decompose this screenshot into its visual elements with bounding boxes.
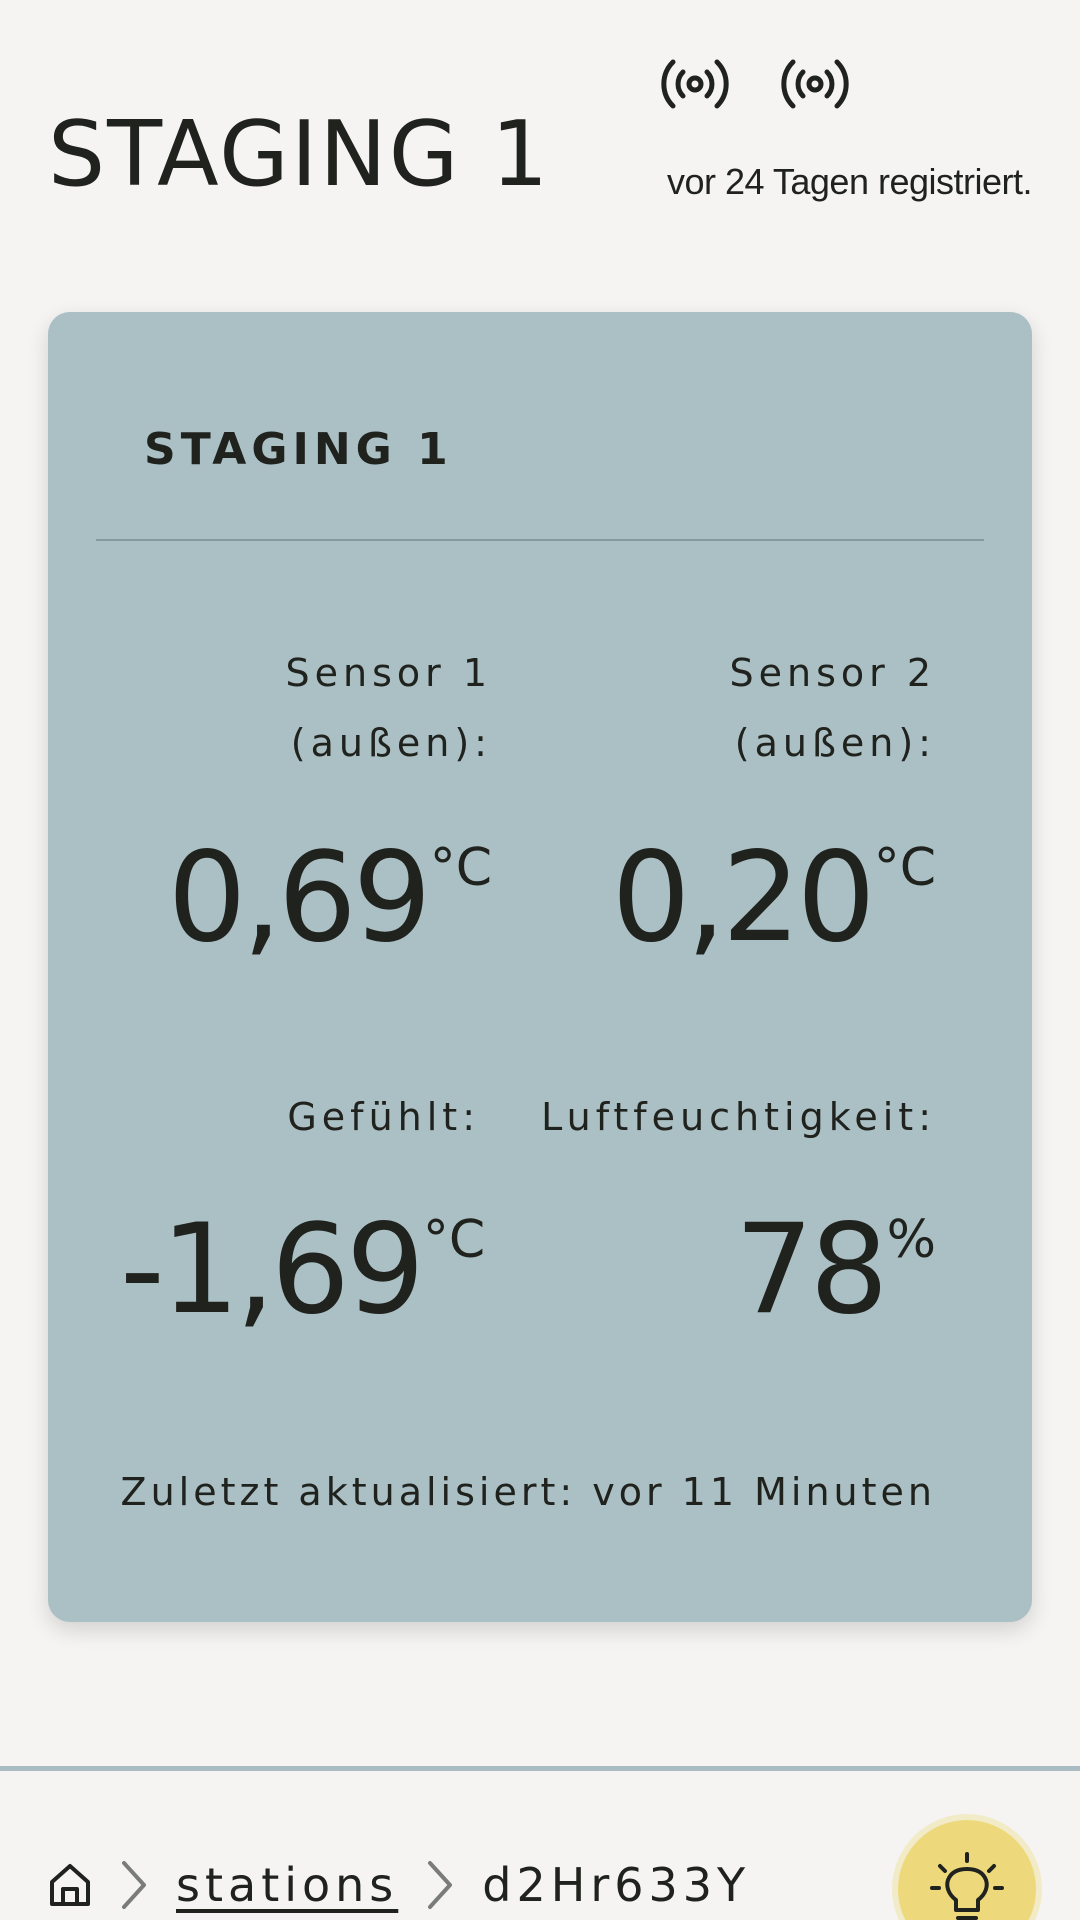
sensor-1-unit: °C <box>429 838 492 898</box>
lightbulb-icon <box>928 1850 1006 1920</box>
radio-signal-icon <box>660 56 730 112</box>
home-icon[interactable] <box>48 1862 92 1908</box>
breadcrumb-link-stations[interactable]: stations <box>176 1858 399 1912</box>
sensor-2-value-row: 0,20°C <box>576 828 936 968</box>
humidity-value: 78 <box>734 1198 889 1342</box>
chevron-right-icon <box>422 1859 458 1911</box>
sensor-2-unit: °C <box>873 838 936 898</box>
chevron-right-icon <box>116 1859 152 1911</box>
last-updated-text: Zuletzt aktualisiert: vor 11 Minuten <box>120 1470 936 1514</box>
sensor-2-label: Sensor 2 <box>729 651 936 695</box>
sensor-1-metric: Sensor 1 (außen): 0,69°C <box>132 638 492 968</box>
feels-like-metric: Gefühlt: -1,69°C <box>120 1082 485 1342</box>
humidity-value-row: 78% <box>496 1200 936 1340</box>
card-title: STAGING 1 <box>144 424 453 475</box>
feels-like-label: Gefühlt: <box>287 1095 480 1139</box>
breadcrumb-current-station: d2Hr633Y <box>482 1858 751 1912</box>
sensor-2-value: 0,20 <box>611 826 876 970</box>
feels-like-unit: °C <box>422 1210 486 1270</box>
station-card: STAGING 1 Sensor 1 (außen): 0,69°C Senso… <box>48 312 1032 1622</box>
sensor-2-label-location: (außen): <box>734 721 936 765</box>
breadcrumb: stations d2Hr633Y <box>48 1850 750 1920</box>
registered-since-text: vor 24 Tagen registriert. <box>666 161 1033 202</box>
sensor-2-metric: Sensor 2 (außen): 0,20°C <box>576 638 936 968</box>
sensor-1-value-row: 0,69°C <box>132 828 492 968</box>
lightbulb-button[interactable] <box>898 1820 1036 1920</box>
humidity-metric: Luftfeuchtigkeit: 78% <box>496 1082 936 1340</box>
footer-divider <box>0 1766 1080 1771</box>
sensor-1-label: Sensor 1 <box>285 651 492 695</box>
feels-like-value-row: -1,69°C <box>120 1198 485 1342</box>
sensor-1-label-location: (außen): <box>290 721 492 765</box>
card-divider <box>96 539 984 541</box>
radio-signal-icon <box>780 56 850 112</box>
humidity-label: Luftfeuchtigkeit: <box>541 1095 936 1139</box>
humidity-unit: % <box>886 1210 936 1270</box>
sensor-1-value: 0,69 <box>167 826 432 970</box>
page-title: STAGING 1 <box>48 102 551 207</box>
feels-like-value: -1,69 <box>120 1198 425 1342</box>
